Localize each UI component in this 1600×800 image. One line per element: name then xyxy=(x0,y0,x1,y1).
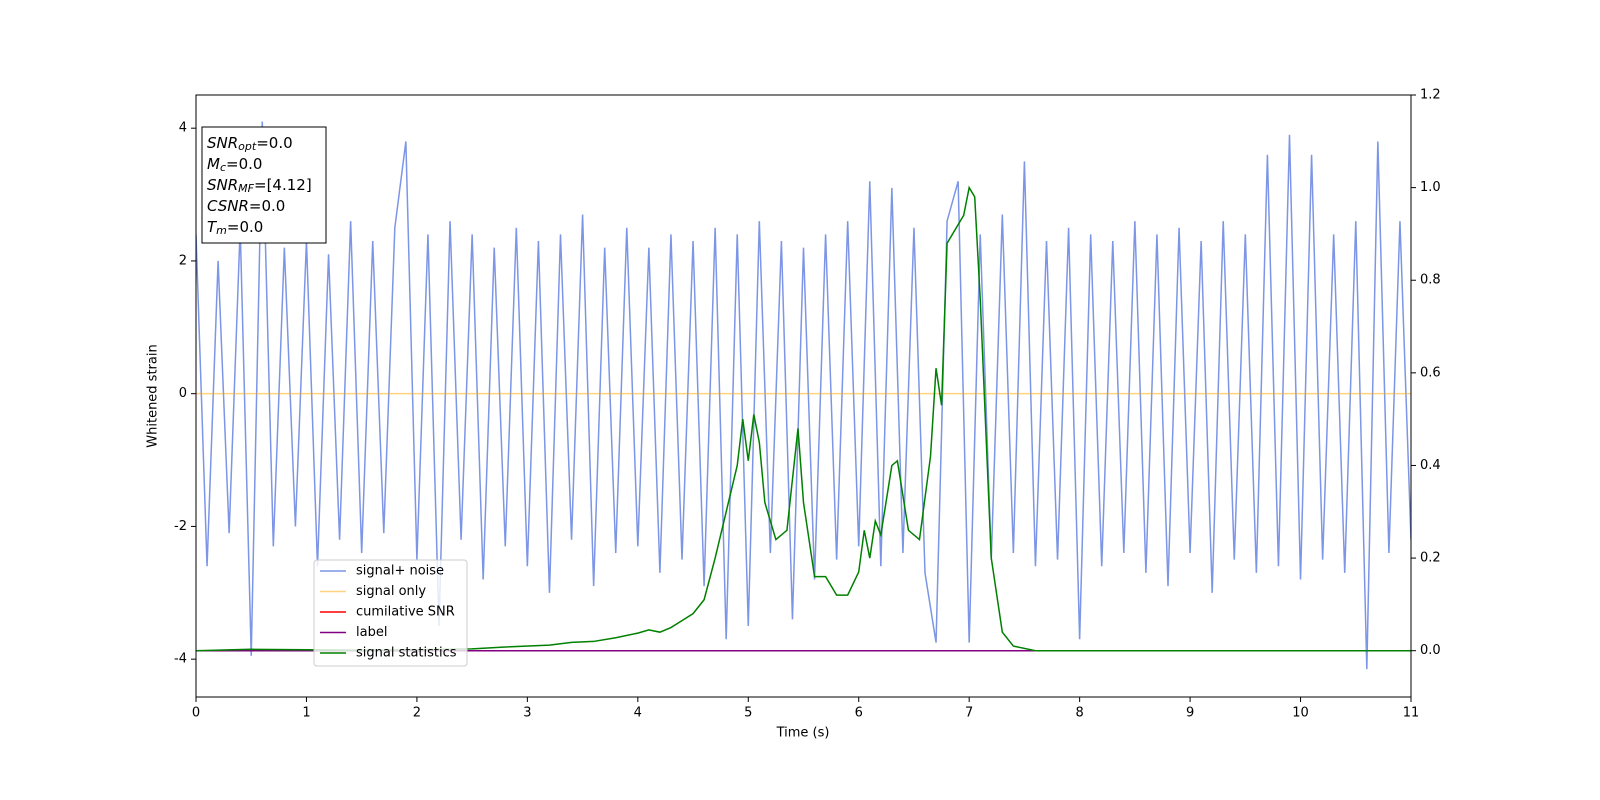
annotation-value: =0.0 xyxy=(226,155,262,173)
annotation-symbol: SNR xyxy=(207,176,238,194)
y-tick-label: 0 xyxy=(179,386,187,401)
y2-tick-label: 1.2 xyxy=(1420,88,1441,103)
x-tick-label: 3 xyxy=(523,706,531,721)
y-axis-label: Whitened strain xyxy=(146,344,161,447)
x-tick-label: 9 xyxy=(1186,706,1194,721)
annotation-symbol: T xyxy=(207,218,218,236)
annotation: SNRopt=0.0 xyxy=(207,134,293,154)
annotation-value: =0.0 xyxy=(249,197,285,215)
legend-label: cumilative SNR xyxy=(356,605,455,620)
legend-label: signal+ noise xyxy=(356,564,444,579)
y2-tick-label: 0.8 xyxy=(1420,273,1441,288)
x-tick-label: 10 xyxy=(1292,706,1309,721)
annotation: SNRMF=[4.12] xyxy=(207,176,312,196)
x-tick-label: 11 xyxy=(1403,706,1420,721)
y2-tick-label: 0.0 xyxy=(1420,643,1441,658)
annotation-value: =[4.12] xyxy=(254,176,312,194)
y2-tick-label: 0.6 xyxy=(1420,365,1441,380)
annotation-value: =0.0 xyxy=(227,218,263,236)
annotation-box xyxy=(201,126,327,244)
x-tick-label: 7 xyxy=(965,706,973,721)
annotation-value: =0.0 xyxy=(256,134,292,152)
annotation-symbol: M xyxy=(207,155,220,173)
x-tick-label: 2 xyxy=(413,706,421,721)
annotation-subscript: m xyxy=(216,224,227,237)
plot-frame xyxy=(195,94,1412,698)
annotation-subscript: c xyxy=(220,161,226,174)
legend-label: signal only xyxy=(356,584,426,599)
series-line xyxy=(196,121,1411,670)
y2-tick-label: 0.4 xyxy=(1420,458,1441,473)
y-tick-label: 2 xyxy=(179,253,187,268)
x-axis-label: Time (s) xyxy=(776,726,830,741)
y2-tick-label: 1.0 xyxy=(1420,180,1441,195)
y-tick-label: -2 xyxy=(174,519,187,534)
annotation-subscript: MF xyxy=(238,182,254,195)
y2-tick-label: 0.2 xyxy=(1420,551,1441,566)
y-tick-label: 4 xyxy=(179,121,187,136)
annotation: CSNR=0.0 xyxy=(207,197,285,215)
series-line xyxy=(196,185,1411,652)
x-tick-label: 1 xyxy=(302,706,310,721)
x-tick-label: 8 xyxy=(1075,706,1083,721)
legend-box xyxy=(313,559,468,667)
legend-label: label xyxy=(356,625,387,640)
x-tick-label: 6 xyxy=(855,706,863,721)
annotation-symbol: CSNR xyxy=(207,197,249,215)
x-tick-label: 0 xyxy=(192,706,200,721)
annotation-symbol: SNR xyxy=(207,134,238,152)
annotation-subscript: opt xyxy=(238,140,257,153)
y-tick-label: -4 xyxy=(174,652,187,667)
legend-label: signal statistics xyxy=(356,646,457,661)
x-tick-label: 5 xyxy=(744,706,752,721)
x-tick-label: 4 xyxy=(634,706,642,721)
annotation: Mc=0.0 xyxy=(207,155,262,175)
annotation: Tm=0.0 xyxy=(207,218,263,238)
